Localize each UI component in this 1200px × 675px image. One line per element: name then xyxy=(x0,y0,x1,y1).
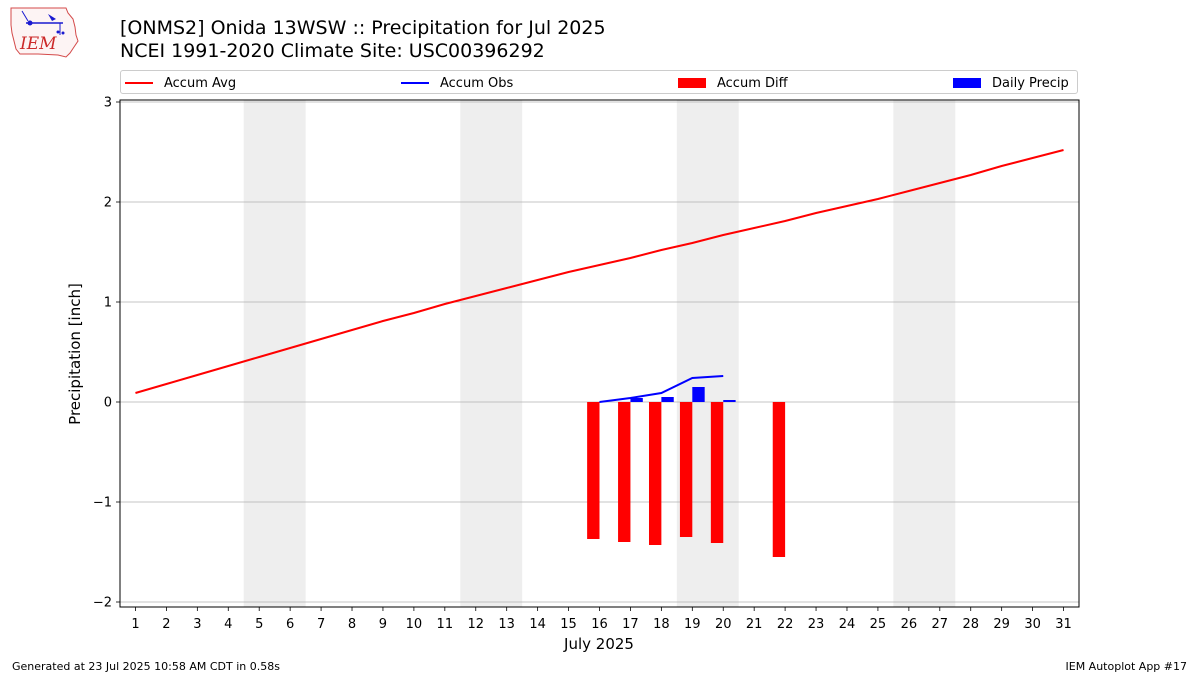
y-tick-label-0: 0 xyxy=(104,396,112,411)
x-tick-label-23: 23 xyxy=(808,617,825,632)
lines-group xyxy=(135,149,1064,403)
accum-diff-bar-20 xyxy=(710,402,724,543)
x-tick-label-25: 25 xyxy=(870,617,887,632)
y-tick-label--2: −2 xyxy=(93,596,112,611)
x-tick-label-14: 14 xyxy=(529,617,546,632)
daily-precip-bar-18 xyxy=(661,397,674,402)
legend-item-accum-obs: Accum Obs xyxy=(401,74,513,92)
weekend-shading-group xyxy=(243,100,956,607)
legend-swatch-accum-obs xyxy=(401,82,429,84)
accum-diff-bar-19 xyxy=(679,402,693,537)
x-tick-label-28: 28 xyxy=(962,617,979,632)
x-tick-label-9: 9 xyxy=(379,617,387,632)
x-tick-label-5: 5 xyxy=(255,617,263,632)
x-tick-label-8: 8 xyxy=(348,617,356,632)
accum-avg-line xyxy=(135,149,1064,394)
x-tick-label-2: 2 xyxy=(162,617,170,632)
accum-diff-bar-22 xyxy=(772,402,786,557)
logo-text: IEM xyxy=(19,34,57,54)
x-tick-label-18: 18 xyxy=(653,617,670,632)
legend-label-daily-precip: Daily Precip xyxy=(992,75,1069,91)
y-tick-label-1: 1 xyxy=(104,296,112,311)
x-tick-label-4: 4 xyxy=(224,617,232,632)
legend-label-accum-obs: Accum Obs xyxy=(440,75,514,91)
x-tick-label-17: 17 xyxy=(622,617,639,632)
daily-precip-bar-20 xyxy=(723,400,736,402)
legend: Accum Avg Accum Obs Accum Diff Daily Pre… xyxy=(120,70,1078,94)
footer-generated: Generated at 23 Jul 2025 10:58 AM CDT in… xyxy=(12,660,280,673)
x-tick-label-1: 1 xyxy=(131,617,139,632)
x-tick-label-21: 21 xyxy=(746,617,763,632)
x-tick-label-30: 30 xyxy=(1024,617,1041,632)
y-tick-label-3: 3 xyxy=(104,96,112,111)
y-axis-label: Precipitation [inch] xyxy=(66,283,84,425)
daily-precip-bar-17 xyxy=(630,398,643,402)
footer-app-id: IEM Autoplot App #17 xyxy=(1065,660,1188,673)
x-axis-label: July 2025 xyxy=(563,635,634,653)
x-tick-label-6: 6 xyxy=(286,617,294,632)
legend-item-accum-avg: Accum Avg xyxy=(125,74,236,92)
accum-diff-bar-16 xyxy=(587,402,600,539)
plot-frame xyxy=(119,99,1080,608)
x-tick-label-13: 13 xyxy=(498,617,515,632)
x-tick-label-22: 22 xyxy=(777,617,794,632)
x-tick-label-29: 29 xyxy=(993,617,1010,632)
x-tick-label-20: 20 xyxy=(715,617,732,632)
x-tick-label-19: 19 xyxy=(684,617,701,632)
x-tick-label-15: 15 xyxy=(560,617,577,632)
x-tick-label-24: 24 xyxy=(839,617,856,632)
chart-subtitle: NCEI 1991-2020 Climate Site: USC00396292 xyxy=(120,40,545,62)
accum-diff-bar-18 xyxy=(648,402,662,545)
chart-title: [ONMS2] Onida 13WSW :: Precipitation for… xyxy=(120,17,606,39)
accum-obs-line xyxy=(599,375,724,403)
weekend-band-4 xyxy=(893,100,956,607)
legend-swatch-daily-precip xyxy=(953,78,981,88)
bars-group xyxy=(587,387,786,557)
legend-item-accum-diff: Accum Diff xyxy=(678,74,788,92)
legend-label-accum-avg: Accum Avg xyxy=(164,75,237,91)
legend-swatch-accum-avg xyxy=(125,82,153,84)
y-tick-label--1: −1 xyxy=(93,496,112,511)
accum-diff-bar-17 xyxy=(618,402,631,542)
legend-label-accum-diff: Accum Diff xyxy=(717,75,788,91)
x-tick-label-26: 26 xyxy=(901,617,918,632)
y-tick-label-2: 2 xyxy=(104,196,112,211)
x-tick-label-3: 3 xyxy=(193,617,201,632)
x-tick-label-31: 31 xyxy=(1055,617,1072,632)
iem-logo: IEM xyxy=(10,7,79,58)
weekend-band-2 xyxy=(460,100,523,607)
x-tick-label-11: 11 xyxy=(437,617,454,632)
x-tick-label-16: 16 xyxy=(591,617,608,632)
x-tick-label-7: 7 xyxy=(317,617,325,632)
x-tick-label-10: 10 xyxy=(406,617,423,632)
legend-item-daily-precip: Daily Precip xyxy=(953,74,1069,92)
x-tick-label-12: 12 xyxy=(467,617,484,632)
daily-precip-bar-19 xyxy=(692,387,705,402)
legend-swatch-accum-diff xyxy=(678,78,706,88)
x-tick-label-27: 27 xyxy=(932,617,949,632)
